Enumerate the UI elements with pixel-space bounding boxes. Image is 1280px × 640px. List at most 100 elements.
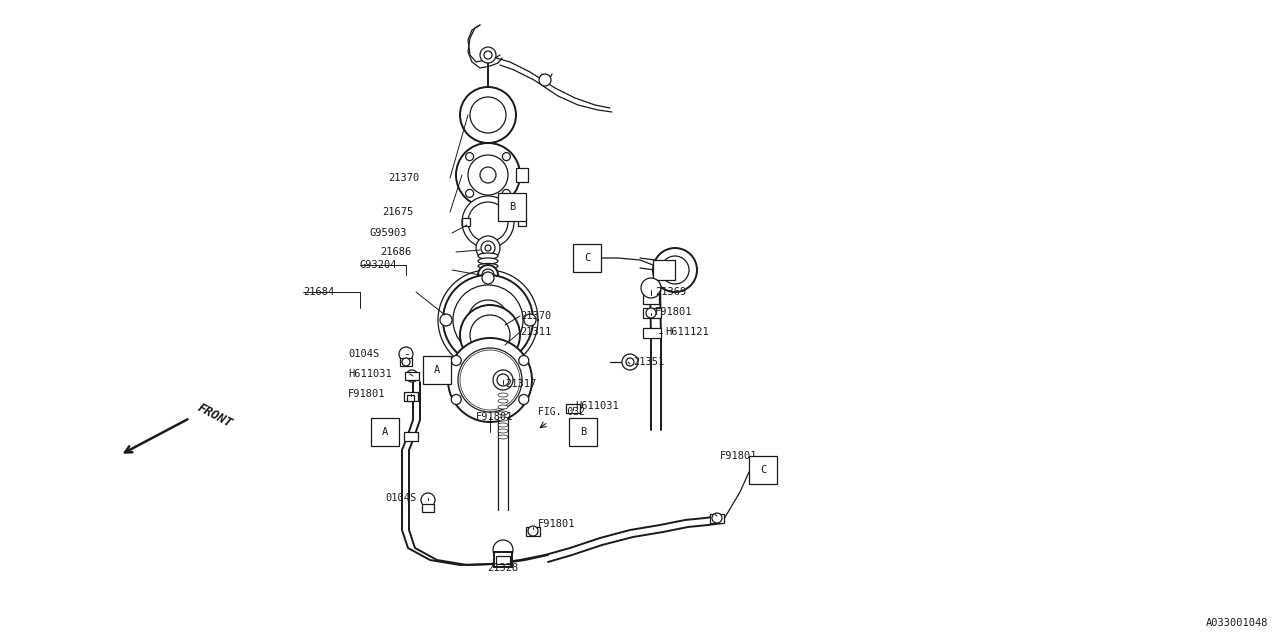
- Text: G93204: G93204: [360, 260, 398, 270]
- Circle shape: [493, 540, 513, 560]
- Text: 21328: 21328: [486, 563, 518, 573]
- Bar: [407, 395, 413, 401]
- Circle shape: [470, 315, 509, 355]
- Circle shape: [646, 308, 657, 318]
- Circle shape: [468, 300, 508, 340]
- Circle shape: [466, 356, 515, 404]
- Text: 21369: 21369: [655, 287, 686, 297]
- Circle shape: [448, 338, 532, 422]
- Circle shape: [399, 347, 413, 361]
- Circle shape: [458, 348, 522, 412]
- Bar: [573, 244, 602, 272]
- Circle shape: [483, 272, 494, 284]
- Text: FIG. 032: FIG. 032: [538, 407, 585, 417]
- Text: F91801: F91801: [476, 412, 513, 422]
- Bar: [404, 392, 419, 401]
- Text: A: A: [434, 365, 440, 375]
- Text: H611031: H611031: [575, 401, 618, 411]
- Ellipse shape: [477, 253, 498, 259]
- Text: G95903: G95903: [370, 228, 407, 238]
- Bar: [494, 552, 512, 567]
- Circle shape: [456, 143, 520, 207]
- Text: 0104S: 0104S: [348, 349, 379, 359]
- Text: A: A: [381, 427, 388, 437]
- Circle shape: [440, 314, 452, 326]
- Bar: [526, 527, 540, 536]
- Ellipse shape: [477, 258, 498, 264]
- Bar: [518, 218, 526, 226]
- Circle shape: [484, 51, 492, 59]
- Text: F91801: F91801: [538, 519, 576, 529]
- Circle shape: [481, 241, 495, 255]
- Bar: [498, 193, 526, 221]
- Bar: [497, 556, 509, 564]
- Circle shape: [468, 155, 508, 195]
- Text: F91801: F91801: [348, 389, 385, 399]
- Bar: [399, 358, 412, 366]
- Circle shape: [539, 74, 550, 86]
- Circle shape: [472, 362, 508, 398]
- Circle shape: [518, 394, 529, 404]
- Text: 21311: 21311: [520, 327, 552, 337]
- Circle shape: [497, 374, 509, 386]
- Text: 21684: 21684: [303, 287, 334, 297]
- Circle shape: [402, 358, 410, 366]
- Circle shape: [485, 245, 492, 251]
- Text: 0104S: 0104S: [385, 493, 416, 503]
- Circle shape: [476, 236, 500, 260]
- Text: F91801: F91801: [719, 451, 758, 461]
- Circle shape: [660, 256, 689, 284]
- Circle shape: [626, 358, 634, 366]
- Text: A033001048: A033001048: [1206, 618, 1268, 628]
- Bar: [643, 308, 660, 318]
- Circle shape: [466, 152, 474, 161]
- Circle shape: [480, 167, 497, 183]
- Circle shape: [483, 269, 494, 281]
- Circle shape: [524, 314, 536, 326]
- Ellipse shape: [498, 423, 508, 427]
- Text: 21370: 21370: [520, 311, 552, 321]
- Circle shape: [468, 202, 508, 242]
- Ellipse shape: [477, 264, 498, 269]
- Ellipse shape: [498, 393, 508, 397]
- Text: FRONT: FRONT: [195, 401, 234, 431]
- Bar: [422, 504, 434, 512]
- Circle shape: [463, 353, 517, 407]
- Bar: [643, 282, 659, 304]
- Ellipse shape: [498, 405, 508, 409]
- Text: B: B: [580, 427, 586, 437]
- Circle shape: [502, 189, 511, 197]
- Circle shape: [452, 394, 461, 404]
- Circle shape: [462, 196, 515, 248]
- Circle shape: [453, 285, 524, 355]
- Bar: [566, 404, 580, 413]
- Text: H611121: H611121: [666, 327, 709, 337]
- Circle shape: [477, 265, 498, 285]
- Circle shape: [460, 305, 520, 365]
- Circle shape: [518, 355, 529, 365]
- Bar: [422, 356, 451, 384]
- Ellipse shape: [498, 417, 508, 421]
- Circle shape: [483, 356, 494, 368]
- Text: 21317: 21317: [506, 379, 536, 389]
- Circle shape: [443, 275, 532, 365]
- Text: 21370: 21370: [388, 173, 420, 183]
- Text: 21675: 21675: [381, 207, 413, 217]
- Ellipse shape: [498, 429, 508, 433]
- Circle shape: [406, 370, 419, 382]
- Text: 21686: 21686: [380, 247, 411, 257]
- Bar: [643, 328, 660, 338]
- Bar: [570, 418, 596, 446]
- Bar: [404, 372, 419, 380]
- Bar: [749, 456, 777, 484]
- Text: 21351: 21351: [634, 357, 664, 367]
- Ellipse shape: [498, 411, 508, 415]
- Bar: [462, 218, 470, 226]
- Text: C: C: [584, 253, 590, 263]
- Circle shape: [460, 87, 516, 143]
- Ellipse shape: [498, 399, 508, 403]
- Bar: [404, 432, 419, 441]
- Circle shape: [502, 152, 511, 161]
- Bar: [371, 418, 399, 446]
- Circle shape: [529, 526, 538, 536]
